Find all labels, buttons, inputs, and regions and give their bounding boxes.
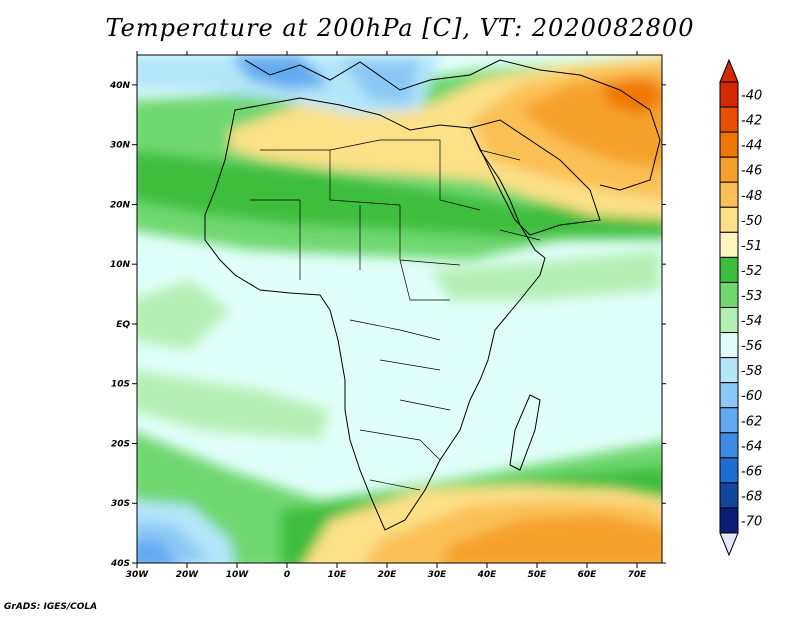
colorbar-label: -53 bbox=[741, 289, 762, 304]
lat-tick-label: EQ bbox=[116, 320, 130, 330]
colorbar-label: -40 bbox=[741, 89, 762, 104]
lat-tick-label: 30S bbox=[111, 499, 130, 509]
colorbar-swatch bbox=[719, 206, 739, 233]
lat-tick-label: 10S bbox=[111, 380, 130, 390]
colorbar-swatch bbox=[719, 407, 739, 434]
colorbar-label: -52 bbox=[741, 264, 762, 279]
colorbar-label: -54 bbox=[741, 314, 762, 329]
map-frame bbox=[136, 54, 663, 564]
lon-tick-label: 10E bbox=[328, 570, 348, 580]
grads-credit: GrADS: IGES/COLA bbox=[4, 602, 98, 612]
colorbar-label: -50 bbox=[741, 214, 762, 229]
madagascar-coastline bbox=[509, 394, 541, 471]
colorbar-label: -70 bbox=[741, 514, 762, 529]
colorbar-swatch bbox=[719, 482, 739, 509]
colorbar-label: -42 bbox=[741, 114, 762, 129]
lat-tick-label: 20N bbox=[110, 200, 131, 210]
colorbar-label: -46 bbox=[741, 164, 762, 179]
lon-tick-label: 60E bbox=[578, 570, 598, 580]
colorbar-swatch bbox=[719, 231, 739, 258]
colorbar-swatch bbox=[719, 432, 739, 459]
colorbar-swatch bbox=[719, 382, 739, 409]
colorbar-swatch bbox=[719, 181, 739, 208]
colorbar-swatch bbox=[719, 281, 739, 309]
country-borders bbox=[250, 139, 541, 491]
colorbar-label: -66 bbox=[741, 464, 762, 479]
colorbar-swatch bbox=[719, 156, 739, 183]
lat-tick-label: 40S bbox=[110, 559, 130, 569]
arabia-coastline bbox=[469, 119, 601, 236]
colorbar-swatch bbox=[719, 507, 739, 534]
colorbar-swatch bbox=[719, 457, 739, 484]
lon-tick-label: 50E bbox=[528, 570, 548, 580]
lon-tick-label: 70E bbox=[628, 570, 648, 580]
lon-tick-label: 10W bbox=[226, 570, 250, 580]
colorbar-label: -44 bbox=[741, 139, 762, 154]
colorbar-label: -62 bbox=[741, 414, 762, 429]
lon-tick-label: 30E bbox=[428, 570, 448, 580]
lat-tick-label: 30N bbox=[110, 141, 131, 151]
coastlines bbox=[204, 59, 661, 531]
lat-tick-label: 10N bbox=[110, 260, 131, 270]
colorbar: -40 -42 -44 -46 -48 -50 -51 -52 -53 -54 -56 -58 -60 -… bbox=[719, 58, 762, 557]
lon-tick-label: 30W bbox=[126, 570, 150, 580]
colorbar-label: -51 bbox=[741, 239, 762, 254]
colorbar-label: -60 bbox=[741, 389, 762, 404]
colorbar-label: -58 bbox=[741, 364, 762, 379]
map-title: Temperature at 200hPa [C], VT: 202008280… bbox=[105, 14, 695, 42]
lat-tick-label: 40N bbox=[109, 81, 131, 91]
colorbar-swatch bbox=[719, 131, 739, 158]
colorbar-label: -56 bbox=[741, 339, 762, 354]
temperature-field bbox=[137, 55, 662, 563]
colorbar-label: -68 bbox=[741, 489, 762, 504]
colorbar-swatch bbox=[719, 256, 739, 283]
colorbar-swatch bbox=[719, 307, 739, 334]
colorbar-swatch bbox=[719, 357, 739, 384]
lon-tick-label: 0 bbox=[284, 570, 290, 580]
europe-coastline bbox=[244, 59, 541, 91]
lon-tick-label: 20E bbox=[378, 570, 398, 580]
asia-coastline bbox=[539, 69, 661, 191]
axis-ticks: 30W 20W 10W 0 10E 20E 30E 40E 50E 60E 70E 40N 30N 20N… bbox=[109, 51, 666, 580]
colorbar-swatch bbox=[719, 106, 739, 133]
lat-tick-label: 20S bbox=[111, 439, 130, 449]
colorbar-top-arrow bbox=[719, 58, 739, 83]
colorbar-bottom-arrow bbox=[719, 532, 739, 557]
colorbar-swatch bbox=[719, 81, 739, 108]
colorbar-label: -64 bbox=[741, 439, 762, 454]
lon-tick-label: 20W bbox=[176, 570, 200, 580]
colorbar-label: -48 bbox=[741, 189, 762, 204]
colorbar-swatch bbox=[719, 332, 739, 359]
lon-tick-label: 40E bbox=[477, 570, 498, 580]
